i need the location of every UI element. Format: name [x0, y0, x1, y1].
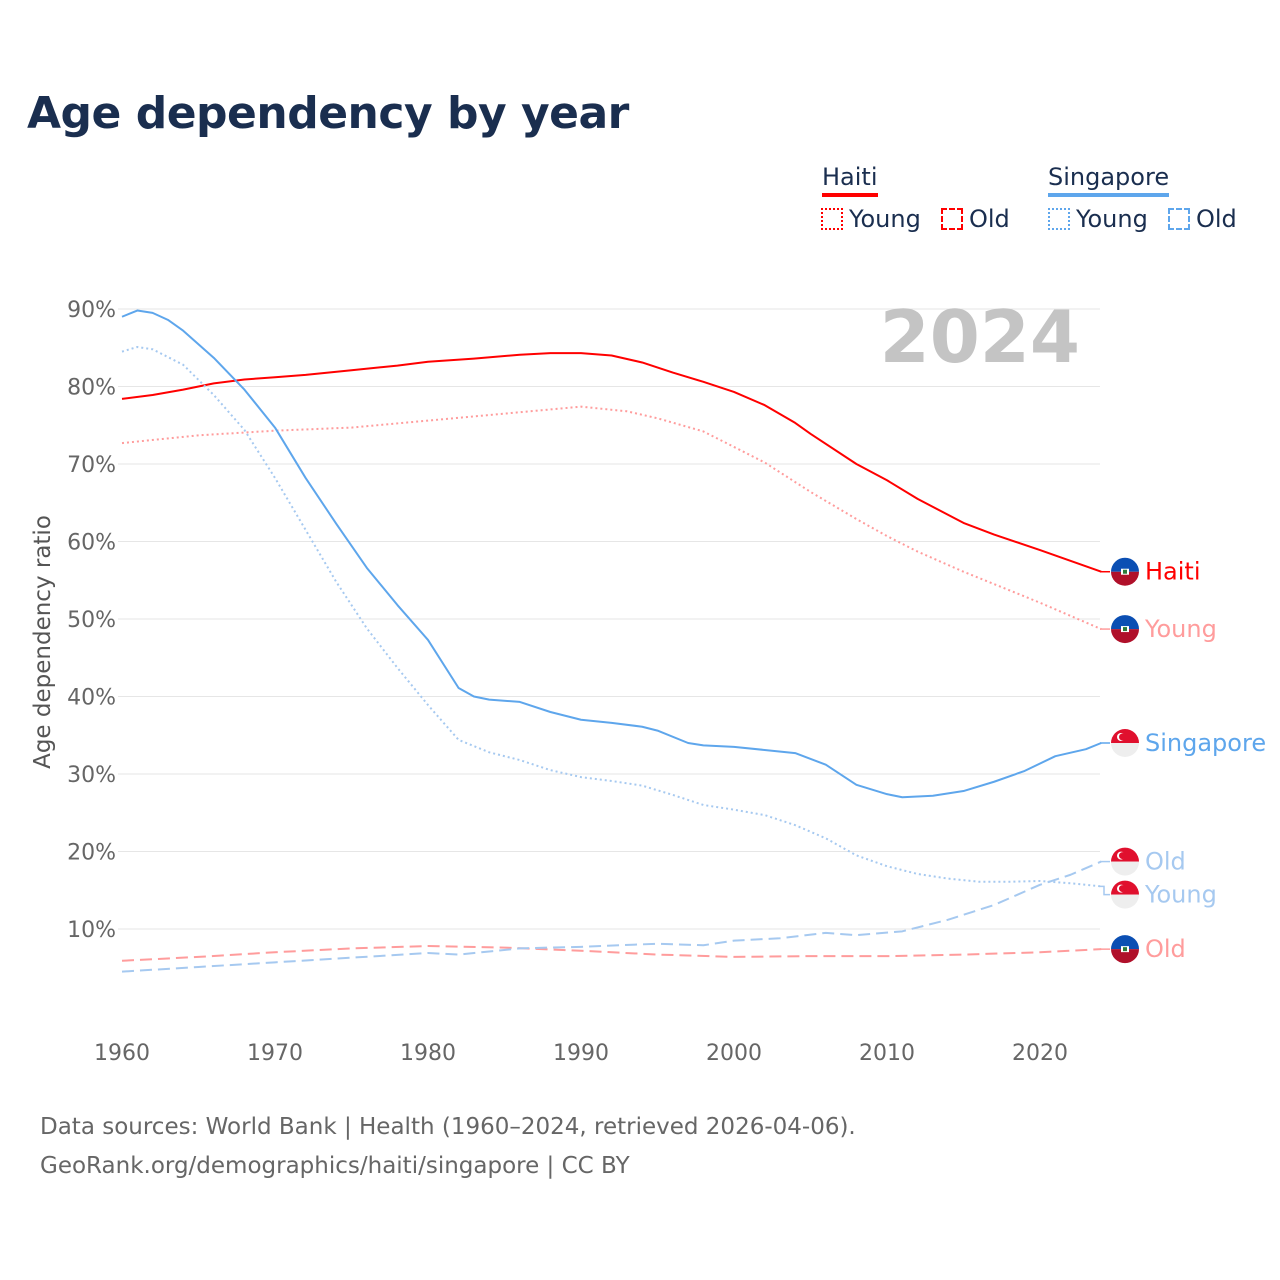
y-tick-label: 70%: [67, 453, 116, 478]
end-label-text: Young: [1144, 615, 1217, 643]
singapore-flag-icon: [1111, 880, 1139, 909]
legend-singapore[interactable]: Singapore: [1048, 163, 1170, 197]
y-axis-label: Age dependency ratio: [30, 515, 56, 769]
label-connector: [1100, 885, 1110, 896]
singapore-flag-icon: [1111, 847, 1139, 876]
dashed-swatch-icon: [941, 208, 963, 230]
end-label-haiti: Haiti: [1100, 557, 1201, 586]
legend-singapore-old[interactable]: Old: [1168, 205, 1237, 233]
end-label-singapore: Singapore: [1100, 729, 1266, 757]
end-label-text: Singapore: [1145, 729, 1266, 757]
y-tick-label: 20%: [67, 841, 116, 866]
legend-label: Young: [1076, 205, 1148, 233]
x-tick-label: 2020: [1012, 1041, 1068, 1066]
dashed-swatch-icon: [1168, 208, 1190, 230]
end-label-text: Old: [1145, 848, 1186, 876]
x-tick-label: 2000: [706, 1041, 762, 1066]
end-label-haiti-old: Old: [1100, 935, 1186, 964]
legend-label: Old: [1196, 205, 1237, 233]
legend-haiti-old[interactable]: Old: [941, 205, 1010, 233]
haiti-flag-icon: [1111, 615, 1139, 644]
x-tick-label: 1970: [247, 1041, 303, 1066]
chart-title: Age dependency by year: [27, 88, 629, 139]
end-label-singapore-old: Old: [1100, 847, 1186, 876]
end-label-text: Young: [1144, 881, 1217, 909]
y-tick-label: 90%: [67, 298, 116, 323]
x-tick-label: 2010: [859, 1041, 915, 1066]
series-line-singapore-old[interactable]: [121, 860, 1102, 973]
x-tick-label: 1990: [553, 1041, 609, 1066]
end-label-text: Haiti: [1145, 558, 1201, 586]
x-tick-label: 1980: [400, 1041, 456, 1066]
y-tick-label: 10%: [67, 918, 116, 943]
series-line-singapore-young[interactable]: [121, 345, 1102, 888]
singapore-flag-icon: [1111, 729, 1139, 757]
source-note: Data sources: World Bank | Health (1960–…: [40, 1108, 856, 1186]
legend-haiti[interactable]: Haiti: [822, 163, 878, 197]
legend-singapore-young[interactable]: Young: [1048, 205, 1148, 233]
dotted-swatch-icon: [1048, 208, 1070, 230]
end-label-haiti-young: Young: [1100, 615, 1217, 644]
y-tick-label: 80%: [67, 376, 116, 401]
legend-label: Old: [969, 205, 1010, 233]
x-tick-label: 1960: [94, 1041, 150, 1066]
haiti-flag-icon: [1111, 557, 1139, 586]
y-tick-label: 30%: [67, 763, 116, 788]
end-label-singapore-young: Young: [1100, 880, 1217, 909]
legend-haiti-young[interactable]: Young: [821, 205, 921, 233]
y-tick-label: 50%: [67, 608, 116, 633]
source-url[interactable]: GeoRank.org/demographics/haiti/singapore…: [40, 1153, 630, 1179]
haiti-flag-icon: [1111, 935, 1139, 964]
end-label-text: Old: [1145, 935, 1186, 963]
series-line-singapore[interactable]: [121, 309, 1102, 799]
series-line-haiti[interactable]: [121, 352, 1102, 573]
series-line-haiti-old[interactable]: [121, 945, 1102, 962]
dotted-swatch-icon: [821, 208, 843, 230]
source-line: Data sources: World Bank | Health (1960–…: [40, 1114, 856, 1140]
legend-label: Young: [849, 205, 921, 233]
y-tick-label: 60%: [67, 531, 116, 556]
year-watermark: 2024: [880, 295, 1080, 379]
y-tick-label: 40%: [67, 686, 116, 711]
